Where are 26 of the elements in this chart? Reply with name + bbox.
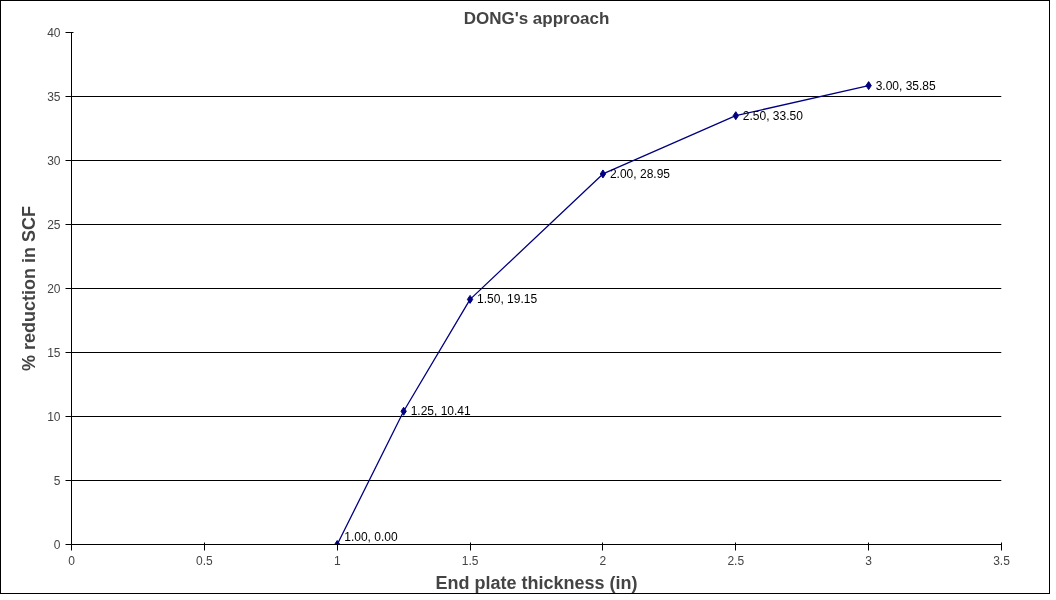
- y-tick-label: 20: [47, 282, 61, 296]
- x-tick-label: 1: [333, 553, 341, 568]
- chart-title: DONG's approach: [463, 8, 610, 28]
- data-label: 3.00, 35.85: [875, 78, 937, 93]
- data-label: 1.00, 0.00: [344, 529, 398, 544]
- y-axis-title: % reduction in SCF: [19, 205, 40, 371]
- x-tick-label: 2.5: [727, 553, 745, 568]
- y-tick-label: 30: [47, 154, 61, 168]
- y-tick-label: 15: [47, 346, 61, 360]
- y-tick-label: 5: [53, 474, 61, 488]
- data-label: 1.25, 10.41: [410, 404, 472, 419]
- x-tick-label: 2: [599, 553, 607, 568]
- data-label: 1.50, 19.15: [477, 292, 538, 307]
- y-tick-label: 10: [47, 410, 61, 424]
- data-label: 2.50, 33.50: [742, 108, 804, 123]
- y-tick-label: 0: [53, 538, 61, 552]
- x-tick-label: 0: [68, 553, 76, 568]
- y-tick-label: 25: [47, 218, 61, 232]
- x-tick-label: 0.5: [196, 553, 214, 568]
- x-tick-label: 3: [865, 553, 873, 568]
- y-tick-label: 40: [47, 26, 61, 40]
- x-axis-title: End plate thickness (in): [435, 572, 638, 593]
- y-tick-label: 35: [47, 90, 61, 104]
- data-label: 2.00, 28.95: [609, 166, 671, 181]
- x-tick-label: 3.5: [993, 553, 1011, 568]
- x-tick-label: 1.5: [461, 553, 479, 568]
